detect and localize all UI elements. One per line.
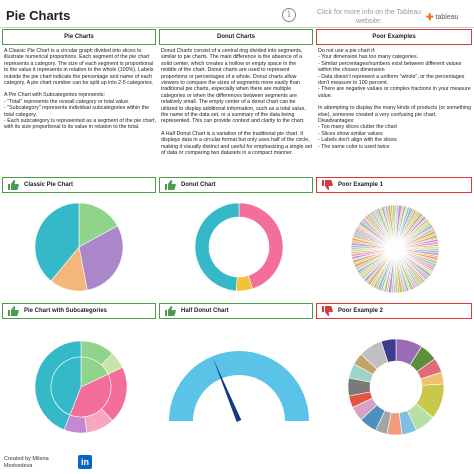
author-credit: Created by Milena Medvedeva: [4, 456, 49, 470]
pie-charts-description: A Classic Pie Chart is a circular graph …: [4, 48, 156, 131]
list-item: - Too many slices clutter the chart: [318, 124, 397, 131]
half-donut-chart: [169, 351, 309, 422]
classic-pie-slice-1: [78, 225, 124, 291]
poor-example-1-label: Poor Example 1: [338, 182, 384, 188]
thumbs-up-icon: [8, 180, 19, 190]
thumbs-up-icon: [165, 306, 176, 316]
list-item: - Your dimension has too many categories…: [318, 54, 419, 61]
list-item: - Slices show similar values: [318, 130, 383, 137]
linkedin-icon[interactable]: in: [78, 455, 92, 469]
classic-pie-chart: [34, 202, 124, 292]
subcategories-intro: A Pie Chart with Subcategories represent…: [4, 92, 105, 99]
donut-label: Donut Chart: [181, 182, 216, 188]
poor-example-2-label: Poor Example 2: [338, 308, 384, 314]
disadvantages-intro: Disadvantages:: [318, 118, 355, 125]
thumbs-down-icon: [322, 180, 333, 190]
author-line-2: Medvedeva: [4, 463, 33, 469]
half-donut-label: Half Donut Chart: [181, 308, 229, 314]
subcategory-pie-header: Pie Chart with Subcategories: [2, 303, 156, 319]
thumbs-up-icon: [8, 306, 19, 316]
poor-example-2-chart: [347, 338, 445, 436]
list-item: - Labels don't align with the slices: [318, 137, 397, 144]
subcategories-list: - "Total" represents the overall categor…: [4, 99, 156, 131]
subcategory-inner-slice-1: [69, 373, 112, 418]
pie-charts-paragraph: A Classic Pie Chart is a circular graph …: [4, 48, 154, 87]
list-item: - Data doesn't represent a uniform "whol…: [318, 73, 465, 87]
page-title: Pie Charts: [6, 8, 71, 23]
thumbs-down-icon: [322, 306, 333, 316]
donut-charts-description: Donut Charts consist of a central ring d…: [161, 31, 313, 163]
poor-examples-description: Do not use a pie chart if: - Your dimens…: [318, 48, 472, 150]
subcategory-pie-chart: [34, 340, 128, 434]
column-heading-donut-charts: Donut Charts: [159, 29, 313, 45]
classic-pie-slice-0: [78, 202, 118, 248]
tableau-info-link[interactable]: Click for more info on the Tableau websi…: [316, 9, 422, 25]
poor-example-1-chart: [350, 204, 440, 294]
poor-example-2-slice-16: [380, 338, 397, 363]
poor-example-1-slice-119: [391, 204, 396, 250]
donut-chart: [194, 202, 284, 292]
subcategory-pie-label: Pie Chart with Subcategories: [24, 308, 108, 314]
classic-pie-header: Classic Pie Chart: [2, 177, 156, 193]
header-divider: [0, 27, 474, 28]
poor-example-1-header: Poor Example 1: [316, 177, 472, 193]
disadvantages-list: - Too many slices clutter the chart - Sl…: [318, 124, 472, 150]
gauge-needle: [212, 358, 242, 422]
list-item: - There are negative values or complex f…: [318, 86, 471, 99]
column-heading-pie-charts: Pie Charts: [2, 29, 156, 45]
tableau-plus-icon: ✚: [426, 12, 434, 22]
tableau-logo[interactable]: ✚ tableau: [426, 12, 459, 23]
info-icon[interactable]: i: [282, 8, 296, 22]
subcategory-inner-slice-2: [50, 356, 82, 416]
list-item: - The same color is used twice: [318, 143, 390, 150]
donut-header: Donut Chart: [159, 177, 313, 193]
author-line-1: Created by Milena: [4, 456, 49, 462]
poor-extra-note: In attempting to display the many kinds …: [318, 105, 472, 118]
list-item: - Similar percentages/numbers exist betw…: [318, 60, 462, 74]
half-donut-arc: [169, 351, 309, 421]
list-item: - "Total" represents the overall categor…: [4, 98, 130, 105]
classic-pie-slice-3: [34, 202, 80, 282]
poor-example-2-header: Poor Example 2: [316, 303, 472, 319]
half-donut-paragraph: A Half Donut Chart is a variation of the…: [161, 130, 313, 157]
poor-intro: Do not use a pie chart if:: [318, 48, 376, 54]
donut-slice-2: [194, 202, 240, 292]
donut-charts-paragraph: Donut Charts consist of a central ring d…: [161, 48, 306, 125]
half-donut-header: Half Donut Chart: [159, 303, 313, 319]
tableau-logo-text: tableau: [435, 14, 459, 21]
column-heading-poor-examples: Poor Examples: [316, 29, 472, 45]
list-item: - "Subcategory" represents individual su…: [4, 105, 150, 118]
thumbs-up-icon: [165, 180, 176, 190]
poor-reasons-list: - Your dimension has too many categories…: [318, 54, 472, 99]
classic-pie-label: Classic Pie Chart: [24, 182, 74, 188]
list-item: - Each subcategory is represented as a s…: [4, 118, 156, 131]
